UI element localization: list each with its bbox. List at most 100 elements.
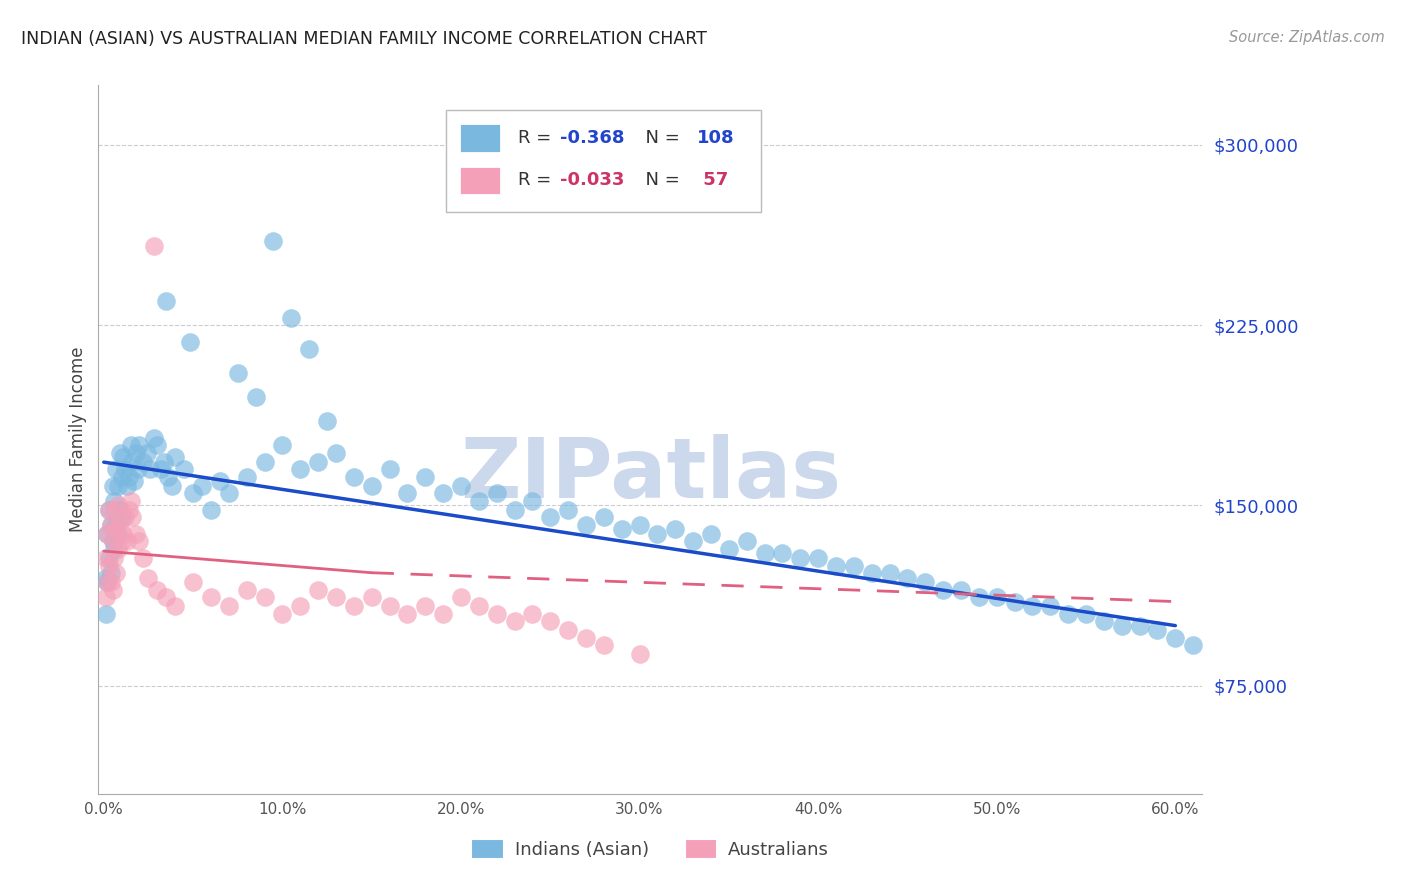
Point: [307, 455, 329, 469]
Point: [557, 624, 579, 638]
Point: [173, 462, 195, 476]
Point: [664, 523, 686, 537]
Point: [468, 493, 491, 508]
Point: [280, 310, 302, 325]
Point: [290, 462, 312, 476]
Point: [98, 503, 121, 517]
Point: [165, 450, 187, 465]
Point: [950, 582, 973, 597]
Point: [107, 479, 129, 493]
Point: [879, 566, 901, 580]
Point: [717, 541, 740, 556]
Point: [105, 523, 128, 537]
Point: [754, 547, 776, 561]
Point: [115, 479, 138, 493]
Point: [146, 438, 169, 452]
Point: [96, 575, 118, 590]
Point: [807, 551, 830, 566]
Point: [179, 334, 201, 349]
Point: [96, 527, 118, 541]
Point: [96, 527, 118, 541]
Point: [96, 575, 118, 590]
Point: [208, 475, 231, 489]
Point: [100, 517, 122, 532]
Point: [522, 493, 544, 508]
Point: [160, 479, 183, 493]
Point: [191, 479, 214, 493]
Bar: [460, 123, 502, 153]
Text: ZIPatlas: ZIPatlas: [460, 434, 841, 516]
Point: [1111, 618, 1133, 632]
Point: [94, 570, 117, 584]
Point: [139, 462, 162, 476]
Point: [413, 599, 436, 614]
Point: [1092, 614, 1115, 628]
Point: [98, 551, 121, 566]
Point: [647, 527, 669, 541]
Point: [325, 445, 347, 459]
Point: [132, 551, 155, 566]
Point: [103, 493, 125, 508]
Point: [1074, 607, 1097, 621]
Point: [253, 455, 276, 469]
Text: -0.033: -0.033: [560, 171, 624, 189]
Point: [538, 510, 561, 524]
Point: [450, 479, 472, 493]
Point: [98, 503, 121, 517]
Point: [432, 486, 454, 500]
Text: R =: R =: [517, 171, 557, 189]
Point: [94, 607, 117, 621]
Point: [1146, 624, 1168, 638]
Point: [181, 575, 204, 590]
Point: [628, 648, 651, 662]
Point: [165, 599, 187, 614]
Point: [155, 294, 177, 309]
Point: [115, 534, 138, 549]
Point: [127, 462, 149, 476]
Point: [235, 582, 257, 597]
Point: [575, 517, 598, 532]
Point: [245, 390, 267, 404]
Point: [103, 551, 125, 566]
Point: [967, 590, 990, 604]
Point: [628, 517, 651, 532]
Point: [1039, 599, 1062, 614]
Point: [111, 469, 134, 483]
Point: [118, 469, 141, 483]
Point: [149, 462, 172, 476]
Point: [94, 551, 117, 566]
Point: [125, 445, 148, 459]
Point: [575, 631, 598, 645]
Point: [290, 599, 312, 614]
Point: [325, 590, 347, 604]
Point: [914, 575, 936, 590]
Text: 108: 108: [696, 129, 734, 147]
Point: [101, 582, 124, 597]
Point: [432, 607, 454, 621]
Text: -0.368: -0.368: [560, 129, 624, 147]
Text: R =: R =: [517, 129, 557, 147]
Point: [107, 541, 129, 556]
Point: [485, 486, 508, 500]
Point: [128, 534, 150, 549]
Point: [770, 547, 793, 561]
Point: [112, 450, 135, 465]
Point: [700, 527, 723, 541]
Point: [135, 445, 157, 459]
Text: 57: 57: [696, 171, 728, 189]
Point: [105, 517, 128, 532]
Point: [1129, 618, 1152, 632]
Point: [932, 582, 955, 597]
Point: [218, 486, 240, 500]
Point: [450, 590, 472, 604]
Point: [218, 599, 240, 614]
Point: [360, 590, 382, 604]
Point: [307, 582, 329, 597]
Point: [1057, 607, 1080, 621]
Point: [114, 462, 136, 476]
Point: [108, 517, 131, 532]
Point: [986, 590, 1008, 604]
Point: [125, 527, 148, 541]
Point: [271, 438, 294, 452]
Point: [101, 479, 124, 493]
